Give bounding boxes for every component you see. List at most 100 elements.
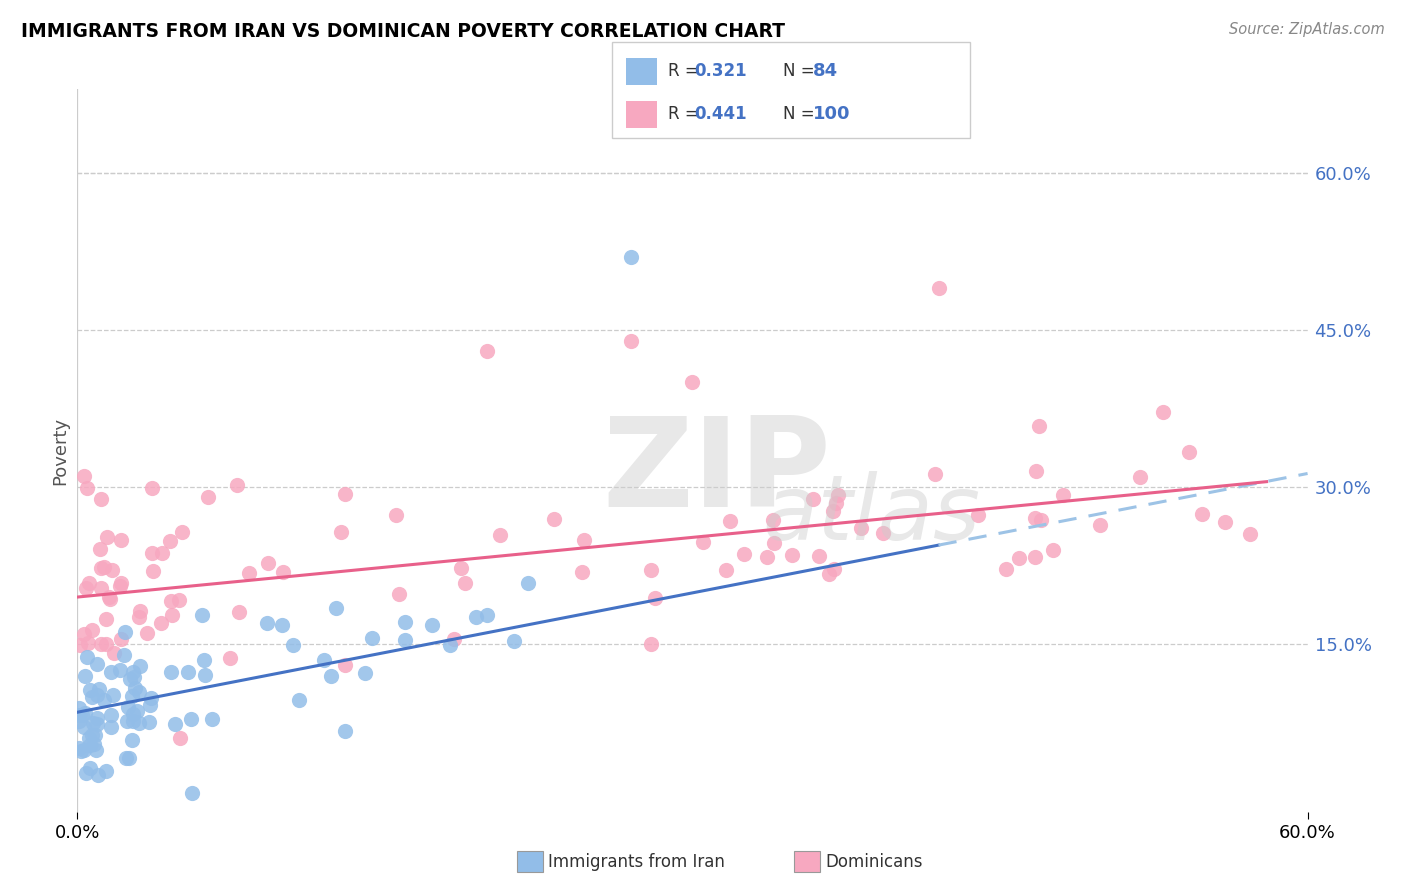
Point — [108, 663, 131, 677]
Point — [86, 688, 108, 702]
Point — [180, 712, 202, 726]
Point — [89, 681, 111, 696]
Point — [129, 604, 152, 618]
Point — [100, 708, 122, 723]
Point — [90, 491, 112, 506]
Point — [924, 467, 946, 482]
Text: 0.441: 0.441 — [695, 105, 747, 123]
Point — [1129, 470, 1152, 484]
Point — [96, 612, 118, 626]
Point — [121, 689, 143, 703]
Point — [716, 563, 738, 577]
Point — [354, 666, 377, 681]
Point — [125, 704, 148, 718]
Point — [79, 738, 101, 752]
Point — [640, 563, 662, 577]
Point — [733, 547, 755, 561]
Point — [122, 670, 145, 684]
Point — [191, 608, 214, 623]
Point — [312, 653, 335, 667]
Point — [1178, 445, 1201, 459]
Point — [117, 714, 139, 728]
Point — [83, 737, 105, 751]
Point — [682, 376, 704, 390]
Point — [450, 561, 472, 575]
Point — [218, 650, 240, 665]
Text: atlas: atlas — [762, 472, 980, 559]
Point — [1024, 550, 1046, 565]
Point — [574, 533, 596, 547]
Text: IMMIGRANTS FROM IRAN VS DOMINICAN POVERTY CORRELATION CHART: IMMIGRANTS FROM IRAN VS DOMINICAN POVERT… — [21, 22, 785, 41]
Point — [967, 508, 990, 522]
Point — [288, 693, 311, 707]
Point — [763, 536, 786, 550]
Point — [86, 717, 108, 731]
Point — [79, 683, 101, 698]
Point — [73, 720, 96, 734]
Point — [79, 575, 101, 590]
Point — [77, 731, 100, 746]
Point — [808, 549, 831, 563]
Point — [160, 665, 183, 679]
Point — [73, 627, 96, 641]
Point — [90, 581, 112, 595]
Point — [128, 658, 150, 673]
Point — [1088, 518, 1111, 533]
Text: N =: N = — [783, 105, 820, 123]
Point — [86, 711, 108, 725]
Point — [112, 648, 135, 663]
Point — [128, 685, 150, 699]
Text: 100: 100 — [813, 105, 851, 123]
Point — [169, 592, 191, 607]
Point — [139, 698, 162, 713]
Point — [465, 609, 488, 624]
Point — [86, 657, 108, 672]
Text: 84: 84 — [813, 62, 838, 80]
Point — [335, 487, 357, 501]
Point — [1024, 511, 1046, 525]
Point — [160, 608, 183, 623]
Point — [150, 546, 173, 560]
Point — [159, 534, 181, 549]
Point — [1191, 507, 1213, 521]
Point — [762, 513, 785, 527]
Point — [1052, 488, 1074, 502]
Point — [90, 637, 112, 651]
Point — [335, 724, 357, 739]
Point — [117, 700, 139, 714]
Point — [1028, 418, 1050, 433]
Text: Dominicans: Dominicans — [825, 853, 922, 871]
Point — [333, 657, 356, 672]
Point — [329, 524, 352, 539]
Point — [1239, 527, 1261, 541]
Point — [100, 720, 122, 734]
Point — [1029, 513, 1052, 527]
Point — [139, 690, 162, 705]
Point — [256, 616, 278, 631]
Point — [108, 579, 131, 593]
Point — [394, 633, 416, 648]
Point — [79, 761, 101, 775]
Point — [517, 575, 540, 590]
Point — [135, 626, 157, 640]
Point — [271, 565, 294, 579]
Text: N =: N = — [783, 62, 820, 80]
Point — [640, 637, 662, 651]
Point — [121, 714, 143, 728]
Point — [872, 526, 894, 541]
Point — [821, 504, 844, 518]
Point — [94, 764, 117, 778]
Point — [93, 559, 115, 574]
Point — [141, 481, 163, 495]
Point — [319, 669, 342, 683]
Point — [439, 638, 461, 652]
Point — [488, 528, 510, 542]
Point — [503, 634, 526, 648]
Point — [270, 617, 292, 632]
Point — [103, 646, 125, 660]
Point — [1042, 542, 1064, 557]
Point — [197, 491, 219, 505]
Point — [177, 665, 200, 679]
Point — [1008, 551, 1031, 566]
Point — [228, 605, 250, 619]
